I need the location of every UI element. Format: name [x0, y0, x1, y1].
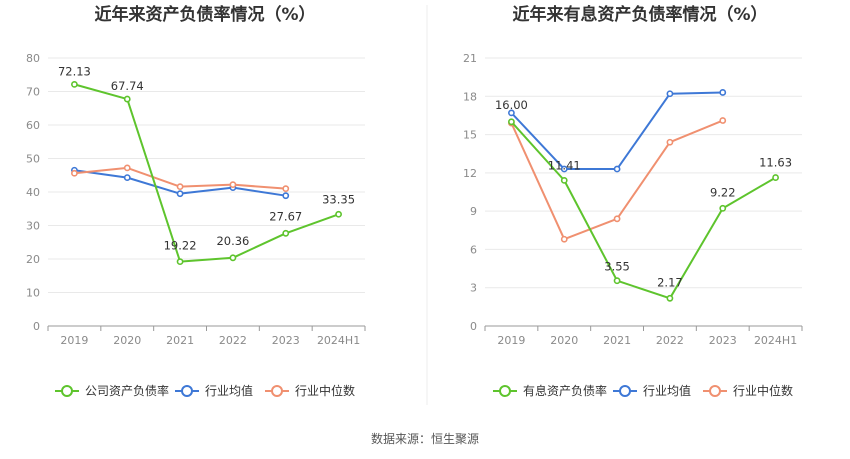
data-point: [508, 118, 515, 126]
y-tick-label: 10: [26, 287, 40, 300]
data-point: [282, 185, 290, 193]
y-tick-label: 0: [470, 320, 477, 333]
data-point: [229, 181, 237, 189]
x-tick-label: 2023: [272, 334, 300, 347]
data-point: [123, 95, 131, 103]
legend-label: 有息资产负债率: [523, 383, 607, 398]
y-tick-label: 70: [26, 86, 40, 99]
chart-panel-interest-debt-ratio: 近年来有息资产负债率情况（%） 0 3 6 9 12 15 18 21 2019 2020 2021 2…: [463, 4, 803, 398]
data-label: 67.74: [111, 79, 144, 93]
data-point: [560, 235, 568, 243]
data-point: [282, 192, 290, 200]
y-tick-label: 50: [26, 153, 40, 166]
x-tick-label: 2020: [550, 334, 578, 347]
y-tick-label: 6: [470, 243, 477, 256]
data-label: 11.41: [548, 158, 581, 172]
data-point: [719, 117, 727, 124]
y-tick-label: 15: [463, 129, 477, 142]
data-label: 20.36: [216, 234, 249, 248]
y-tick-label: 21: [463, 52, 477, 65]
legend-item: 公司资产负债率: [55, 383, 169, 398]
data-point: [123, 164, 131, 172]
legend-label: 行业中位数: [295, 383, 355, 398]
chart-title: 近年来有息资产负债率情况（%）: [512, 4, 767, 25]
data-point: [229, 254, 237, 262]
x-tick-label: 2022: [656, 334, 684, 347]
x-tick-label: 2021: [166, 334, 194, 347]
data-point: [176, 258, 184, 266]
data-point: [613, 165, 621, 173]
data-point: [666, 90, 674, 98]
data-point: [613, 215, 621, 223]
data-label: 72.13: [58, 64, 91, 78]
data-point: [719, 89, 727, 96]
legend-marker: [61, 385, 73, 397]
y-tick-label: 20: [26, 253, 40, 266]
data-point: [560, 165, 568, 173]
x-tick-label: 2019: [497, 334, 525, 347]
x-tick-label: 2021: [603, 334, 631, 347]
data-point: [71, 169, 78, 177]
y-tick-label: 30: [26, 220, 40, 233]
legend-marker: [499, 385, 511, 397]
x-tick-label: 2019: [60, 334, 88, 347]
legend-label: 行业均值: [205, 383, 253, 398]
data-point: [666, 138, 674, 146]
legend-label: 公司资产负债率: [85, 383, 169, 398]
data-point: [666, 294, 674, 302]
data-label: 11.63: [759, 156, 792, 170]
y-tick-label: 3: [470, 282, 477, 295]
data-point: [176, 190, 184, 198]
data-point: [282, 229, 290, 237]
series-line-0: [74, 83, 339, 263]
y-tick-label: 12: [463, 167, 477, 180]
data-point: [123, 174, 131, 181]
y-tick-label: 80: [26, 52, 40, 65]
chart-panel-debt-ratio: 近年来资产负债率情况（%） 0 10 20 30 40 50 60 70 80 2019 2020 20…: [26, 4, 366, 398]
legend-label: 行业均值: [643, 383, 691, 398]
legend-item: 行业均值: [613, 383, 691, 398]
legend-marker: [271, 385, 283, 397]
y-tick-label: 9: [470, 205, 477, 218]
data-label: 9.22: [710, 185, 736, 199]
x-tick-label: 2024H1: [317, 334, 360, 347]
data-point: [613, 277, 621, 285]
data-point: [772, 174, 779, 181]
legend-label: 行业中位数: [733, 383, 793, 398]
data-label: 33.35: [322, 192, 355, 206]
legend-item: 行业中位数: [265, 383, 355, 398]
y-tick-label: 40: [26, 186, 40, 199]
data-point: [719, 204, 727, 212]
legend-item: 行业均值: [175, 383, 253, 398]
data-label: 2.17: [657, 275, 683, 289]
source-note: 数据来源：恒生聚源: [371, 431, 479, 446]
data-point: [71, 80, 78, 88]
legend-marker: [709, 385, 721, 397]
legend-marker: [619, 385, 631, 397]
data-point: [508, 109, 515, 117]
legend-item: 有息资产负债率: [493, 383, 607, 398]
y-tick-label: 18: [463, 90, 477, 103]
x-tick-label: 2022: [219, 334, 247, 347]
data-label: 27.67: [269, 209, 302, 223]
y-tick-label: 0: [33, 320, 40, 333]
data-point: [560, 176, 568, 184]
data-label: 19.22: [164, 239, 197, 253]
data-label: 3.55: [604, 260, 630, 274]
x-tick-label: 2024H1: [754, 334, 797, 347]
chart-title: 近年来资产负债率情况（%）: [94, 4, 315, 25]
x-tick-label: 2020: [113, 334, 141, 347]
y-tick-label: 60: [26, 119, 40, 132]
x-tick-label: 2023: [709, 334, 737, 347]
legend-item: 行业中位数: [703, 383, 793, 398]
legend-marker: [181, 385, 193, 397]
data-label: 16.00: [495, 98, 528, 112]
data-point: [335, 210, 342, 218]
data-point: [176, 183, 184, 191]
series-line-0: [510, 121, 777, 300]
